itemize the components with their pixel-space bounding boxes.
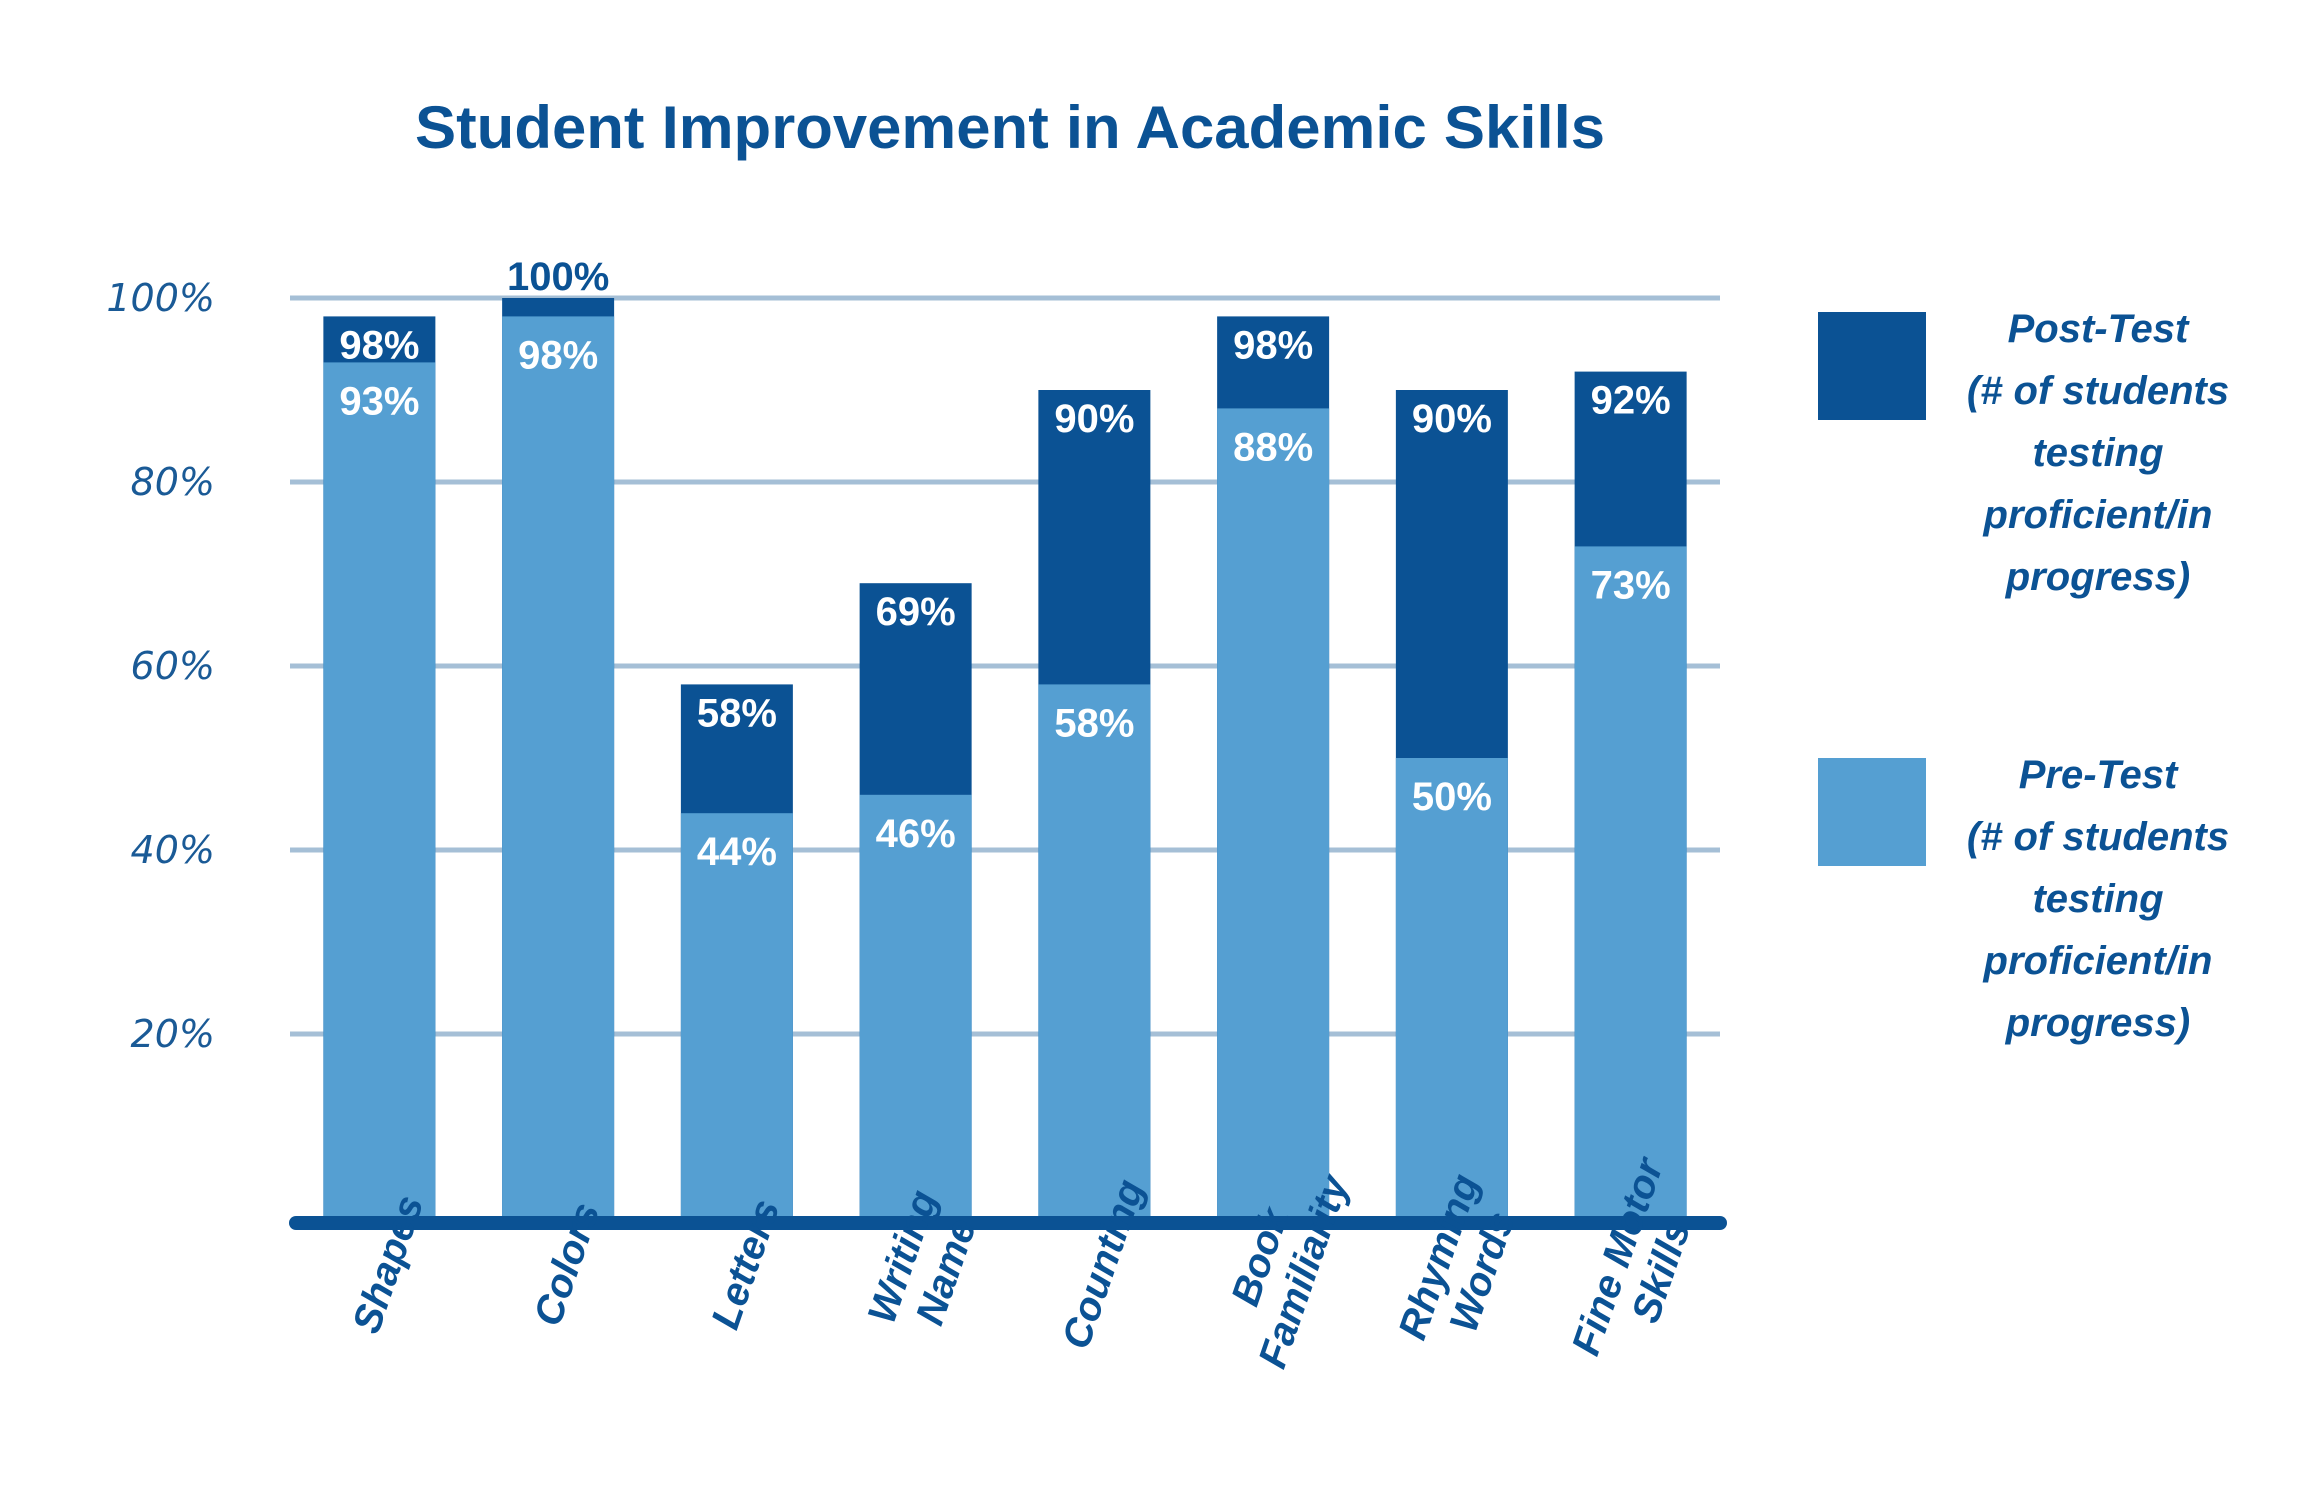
data-label-post-test: 98%: [339, 323, 419, 367]
bar-pre-test-book-familiarity: [1217, 408, 1330, 1218]
chart-title: Student Improvement in Academic Skills: [415, 94, 1605, 161]
data-label-pre-test: 44%: [697, 830, 777, 874]
legend-label-line: (# of students: [1967, 815, 2229, 859]
data-label-post-test: 92%: [1591, 379, 1671, 423]
y-tick-label: 40%: [131, 828, 215, 872]
data-label-pre-test: 98%: [518, 333, 598, 377]
data-label-pre-test: 58%: [1054, 701, 1134, 745]
legend-label-line: testing: [2032, 877, 2163, 921]
y-tick-label: 60%: [131, 644, 215, 688]
legend-label-post-test: Post-Test: [2008, 307, 2190, 351]
bars: 98% 93% 100% 98% 58% 44% 69% 46% 90% 58% 98% 88% 90%…: [323, 255, 1687, 1219]
legend-swatch-pre-test: [1818, 758, 1926, 866]
legend-label-line: (# of students: [1967, 369, 2229, 413]
legend-label-line: progress): [2005, 1001, 2191, 1045]
legend-label-line: progress): [2005, 555, 2191, 599]
data-label-post-test: 98%: [1233, 323, 1313, 367]
legend: Post-Test (# of students testing proficient…: [1818, 307, 2229, 1045]
data-label-pre-test: 50%: [1412, 775, 1492, 819]
y-tick-label: 100%: [106, 276, 215, 320]
data-label-pre-test: 93%: [339, 379, 419, 423]
data-label-post-test: 90%: [1412, 397, 1492, 441]
data-label-post-test: 90%: [1054, 397, 1134, 441]
legend-swatch-post-test: [1818, 312, 1926, 420]
data-label-post-test: 100%: [507, 255, 609, 299]
legend-label-line: proficient/in: [1983, 939, 2213, 983]
data-label-pre-test: 73%: [1591, 563, 1671, 607]
bar-pre-test-counting: [1038, 684, 1151, 1218]
bar-pre-test-colors: [502, 316, 615, 1218]
legend-label-line: proficient/in: [1983, 493, 2213, 537]
bar-pre-test-letters: [680, 813, 793, 1218]
bar-pre-test-rhyming-words: [1395, 758, 1508, 1218]
bar-pre-test-fine-motor-skills: [1574, 546, 1687, 1218]
bar-pre-test-writing-name: [859, 794, 972, 1218]
data-label-post-test: 69%: [876, 590, 956, 634]
y-tick-label: 20%: [131, 1012, 215, 1056]
y-axis-ticks: 20% 40% 60% 80% 100%: [106, 276, 215, 1056]
y-tick-label: 80%: [131, 460, 215, 504]
bar-pre-test-shapes: [323, 362, 436, 1218]
data-label-post-test: 58%: [697, 691, 777, 735]
legend-label-pre-test: Pre-Test: [2019, 753, 2179, 797]
legend-label-line: testing: [2032, 431, 2163, 475]
data-label-pre-test: 46%: [876, 812, 956, 856]
data-label-pre-test: 88%: [1233, 425, 1313, 469]
